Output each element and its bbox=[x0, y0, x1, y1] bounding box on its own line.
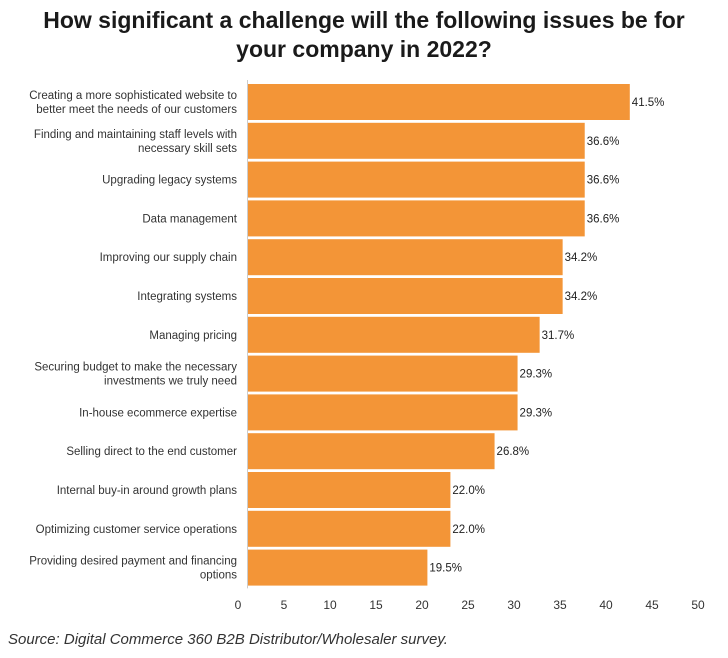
chart-title-line-1: How significant a challenge will the fol… bbox=[43, 7, 685, 33]
category-label: Internal buy-in around growth plans bbox=[57, 485, 238, 497]
category-label-line: Upgrading legacy systems bbox=[102, 175, 237, 187]
category-label-line: investments we truly need bbox=[104, 376, 237, 388]
category-label: Integrating systems bbox=[137, 291, 237, 303]
bar bbox=[248, 472, 451, 508]
category-label: Securing budget to make the necessary inv… bbox=[34, 362, 237, 388]
bar bbox=[248, 394, 518, 431]
x-tick-label: 40 bbox=[599, 598, 613, 612]
x-tick-label: 10 bbox=[323, 598, 337, 612]
category-label-line: In-house ecommerce expertise bbox=[79, 407, 237, 419]
x-tick-label: 0 bbox=[235, 598, 242, 612]
category-label-line: Optimizing customer service operations bbox=[36, 524, 238, 536]
category-label: Selling direct to the end customer bbox=[66, 446, 237, 458]
data-label: 29.3% bbox=[520, 369, 553, 381]
category-label-line: options bbox=[200, 570, 237, 582]
x-tick-label: 20 bbox=[415, 598, 429, 612]
source-note: Source: Digital Commerce 360 B2B Distrib… bbox=[8, 631, 448, 648]
category-label-line: Creating a more sophisticated website to bbox=[29, 90, 237, 102]
category-label: Providing desired payment and financing o… bbox=[29, 556, 237, 582]
bar bbox=[248, 433, 495, 470]
category-label-line: Managing pricing bbox=[149, 330, 237, 342]
category-label-line: Improving our supply chain bbox=[100, 252, 237, 264]
bar bbox=[248, 200, 585, 237]
data-label: 36.6% bbox=[587, 213, 620, 225]
bar bbox=[248, 161, 585, 198]
data-label: 36.6% bbox=[587, 175, 620, 187]
category-label: In-house ecommerce expertise bbox=[79, 407, 237, 419]
bar bbox=[248, 510, 451, 547]
x-tick-label: 30 bbox=[507, 598, 521, 612]
category-label: Data management bbox=[142, 213, 237, 225]
data-label: 31.7% bbox=[542, 330, 575, 342]
chart-title: How significant a challenge will the fol… bbox=[0, 6, 728, 64]
data-label: 19.5% bbox=[429, 563, 462, 575]
category-label-line: Finding and maintaining staff levels wit… bbox=[34, 129, 237, 141]
bar bbox=[248, 278, 563, 314]
x-tick-label: 25 bbox=[461, 598, 475, 612]
category-label: Managing pricing bbox=[149, 330, 237, 342]
bar bbox=[248, 122, 585, 159]
data-label: 34.2% bbox=[565, 291, 598, 303]
data-label: 26.8% bbox=[497, 446, 530, 458]
category-label-line: Internal buy-in around growth plans bbox=[57, 485, 238, 497]
bar bbox=[248, 84, 630, 120]
category-label-line: better meet the needs of our customers bbox=[36, 104, 237, 116]
x-tick-label: 5 bbox=[281, 598, 288, 612]
category-label: Creating a more sophisticated website to… bbox=[29, 90, 237, 116]
data-label: 22.0% bbox=[452, 485, 485, 497]
data-label: 41.5% bbox=[632, 97, 665, 109]
bars-layer: 41.5% Creating a more sophisticated websi… bbox=[29, 84, 664, 586]
category-label-line: Integrating systems bbox=[137, 291, 237, 303]
chart-title-line-2: your company in 2022? bbox=[236, 36, 492, 62]
bar bbox=[248, 316, 540, 353]
x-tick-label: 45 bbox=[645, 598, 659, 612]
category-label: Finding and maintaining staff levels wit… bbox=[34, 129, 237, 155]
x-tick-label: 50 bbox=[691, 598, 705, 612]
category-label-line: Selling direct to the end customer bbox=[66, 446, 237, 458]
category-label-line: Data management bbox=[142, 213, 237, 225]
data-label: 29.3% bbox=[520, 407, 553, 419]
category-label: Optimizing customer service operations bbox=[36, 524, 238, 536]
x-tick-label: 15 bbox=[369, 598, 383, 612]
data-label: 22.0% bbox=[452, 524, 485, 536]
bar bbox=[248, 239, 563, 276]
data-label: 36.6% bbox=[587, 136, 620, 148]
category-label: Improving our supply chain bbox=[100, 252, 237, 264]
bar bbox=[248, 355, 518, 392]
category-label-line: necessary skill sets bbox=[138, 143, 237, 155]
x-tick-label: 35 bbox=[553, 598, 567, 612]
bar bbox=[248, 549, 428, 586]
x-axis: 0 5 10 15 20 25 30 35 40 45 50 bbox=[235, 598, 705, 612]
category-label: Upgrading legacy systems bbox=[102, 175, 237, 187]
category-label-line: Providing desired payment and financing bbox=[29, 556, 237, 568]
category-label-line: Securing budget to make the necessary bbox=[34, 362, 237, 374]
data-label: 34.2% bbox=[565, 252, 598, 264]
